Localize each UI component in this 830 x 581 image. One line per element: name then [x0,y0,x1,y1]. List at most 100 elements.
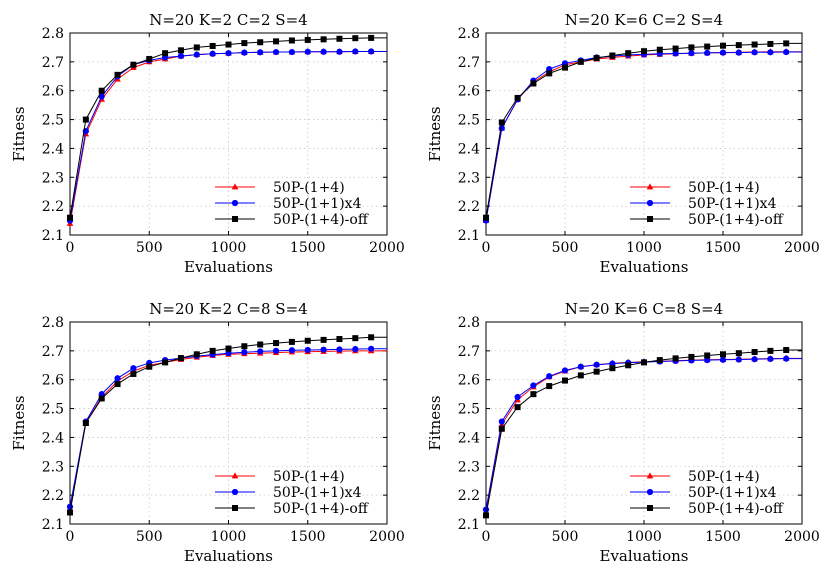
data-point [546,383,553,390]
data-point [735,350,742,357]
data-point [656,46,663,53]
data-point [625,362,632,369]
data-point [609,365,616,372]
data-point [130,61,137,68]
data-point [609,360,616,367]
data-point [241,40,248,47]
data-point [67,214,73,221]
data-point [98,93,105,100]
y-tick-label: 2.3 [458,459,480,475]
data-point [562,64,568,71]
data-point [98,395,105,402]
legend-marker [231,199,239,207]
data-point [720,42,726,49]
y-tick-label: 2.2 [42,199,64,215]
x-tick-label: 2000 [369,240,405,256]
chart-title: N=20 K=2 C=8 S=4 [149,300,307,318]
chart-panel-1: 0 500 1000 1500 2000 2.1 2.2 2.3 2.4 2.5 2.6 2.7 2.8… [10,11,405,276]
data-point [225,345,232,352]
y-axis-label: Fitness [426,106,444,161]
y-axis-label: Fitness [426,395,444,450]
data-point [336,346,343,353]
data-point [672,355,679,362]
series-3 [483,40,802,221]
data-point [209,50,216,57]
legend-item-2: 50P-(1+1)x4 [630,485,777,501]
data-point [751,49,758,56]
data-point [562,377,568,384]
legend-label: 50P-(1+4) [688,469,760,485]
data-point [288,37,295,44]
data-point [498,125,505,132]
chart-title: N=20 K=6 C=2 S=4 [565,11,723,29]
y-tick-label: 2.5 [458,402,480,418]
data-point [162,359,169,366]
data-point [272,347,280,354]
data-point [273,340,280,347]
data-point [498,119,505,126]
data-point [767,49,774,56]
data-point [146,55,153,62]
legend-label: 50P-(1+1)x4 [688,485,777,501]
y-tick-label: 2.1 [458,517,480,533]
x-tick-label: 500 [552,529,579,545]
y-tick-label: 2.6 [458,373,480,389]
legend-item-2: 50P-(1+1)x4 [630,196,777,212]
data-point [352,335,359,342]
x-tick-label: 0 [66,240,75,256]
data-point [704,49,711,57]
data-point [272,48,280,56]
data-point [482,506,490,513]
data-point [114,375,121,382]
y-tick-label: 2.1 [42,517,64,533]
data-point [320,36,327,43]
x-tick-label: 1000 [626,240,662,256]
data-point [656,357,663,364]
data-point [193,44,200,51]
data-point [225,350,232,357]
data-point [483,214,489,221]
legend-marker [232,216,238,222]
chart-panel-2: 0 500 1000 1500 2000 2.1 2.2 2.3 2.4 2.5 2.6 2.7 2.8… [426,11,820,276]
legend-label: 50P-(1+4)-off [273,212,369,228]
data-point [735,42,742,49]
legend-item-3: 50P-(1+4)-off [215,501,369,517]
legend-item-1: 50P-(1+4) [215,180,345,196]
data-point [783,346,790,353]
data-point [288,338,295,345]
data-point [177,47,184,54]
data-point [98,87,105,94]
y-axis-label: Fitness [10,106,28,161]
data-point [66,503,74,510]
data-point [609,52,616,59]
data-point [257,341,264,348]
data-point [688,353,695,360]
x-tick-label: 500 [136,240,163,256]
legend-label: 50P-(1+1)x4 [273,485,362,501]
legend-label: 50P-(1+4) [688,180,760,196]
y-tick-label: 2.5 [42,402,64,418]
data-point [577,372,584,379]
data-point [514,404,521,411]
y-tick-label: 2.2 [42,488,64,504]
data-point [241,343,248,350]
y-tick-label: 2.1 [458,228,480,244]
data-point [688,44,695,51]
data-point [751,41,758,48]
x-tick-label: 0 [482,529,491,545]
data-point [783,355,790,362]
data-point [593,55,600,62]
legend-marker [231,183,239,190]
y-tick-label: 2.7 [42,55,64,71]
data-point [368,48,375,55]
y-tick-label: 2.5 [458,113,480,129]
data-point [641,48,647,55]
legend-item-2: 50P-(1+1)x4 [215,196,362,212]
data-point [336,336,343,343]
y-tick-label: 2.8 [458,315,480,331]
x-axis-label: Evaluations [600,547,689,565]
legend-item-3: 50P-(1+4)-off [630,212,784,228]
legend-item-3: 50P-(1+4)-off [215,212,369,228]
data-point [704,356,711,364]
